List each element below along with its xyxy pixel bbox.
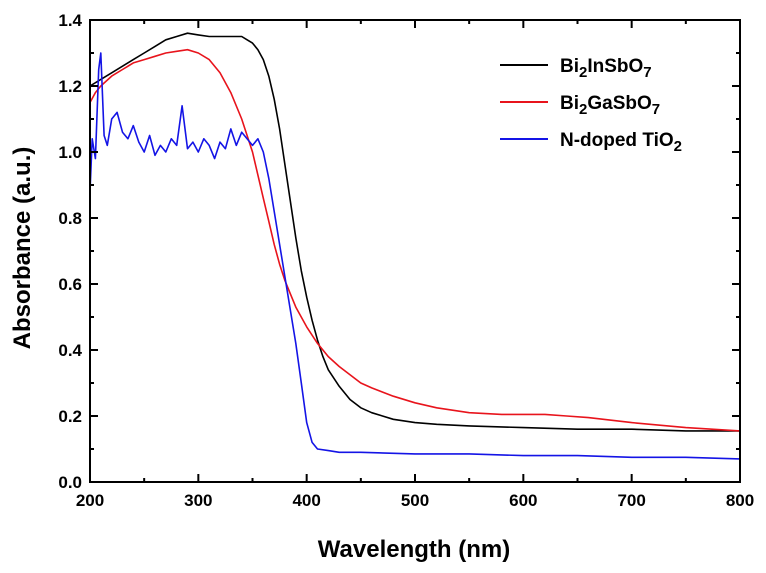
y-axis-title: Absorbance (a.u.) [9,147,36,350]
x-tick-label: 600 [509,491,537,510]
y-tick-label: 0.2 [58,407,82,426]
series-layer [89,32,741,460]
y-tick-label: 1.4 [58,11,82,30]
y-tick-label: 0.4 [58,341,82,360]
series-line-0 [89,32,740,432]
legend-label-0: Bi2InSbO7 [560,56,652,81]
y-tick-label: 0.8 [58,209,82,228]
legend-label-1: Bi2GaSbO7 [560,93,660,118]
x-axis-title: Wavelength (nm) [318,536,510,563]
x-tick-label: 200 [76,491,104,510]
plot-frame [89,19,741,483]
x-tick-label: 300 [184,491,212,510]
series-line-2 [89,52,741,460]
y-tick-label: 1.0 [58,143,82,162]
y-tick-label: 0.0 [58,473,82,492]
legend: Bi2InSbO7 Bi2GaSbO7 N-doped TiO2 [500,56,682,155]
legend-label-2: N-doped TiO2 [560,130,682,155]
y-tick-label: 1.2 [58,77,82,96]
ticks-layer: 200 300 400 500 600 700 800 0.0 0.2 0.4 0.6 0.8 1.0 1… [58,11,754,510]
x-tick-label: 800 [726,491,754,510]
axes-layer [89,19,741,483]
y-tick-label: 0.6 [58,275,82,294]
x-tick-label: 400 [292,491,320,510]
series-line-1 [89,48,741,432]
x-tick-label: 500 [401,491,429,510]
x-tick-label: 700 [617,491,645,510]
